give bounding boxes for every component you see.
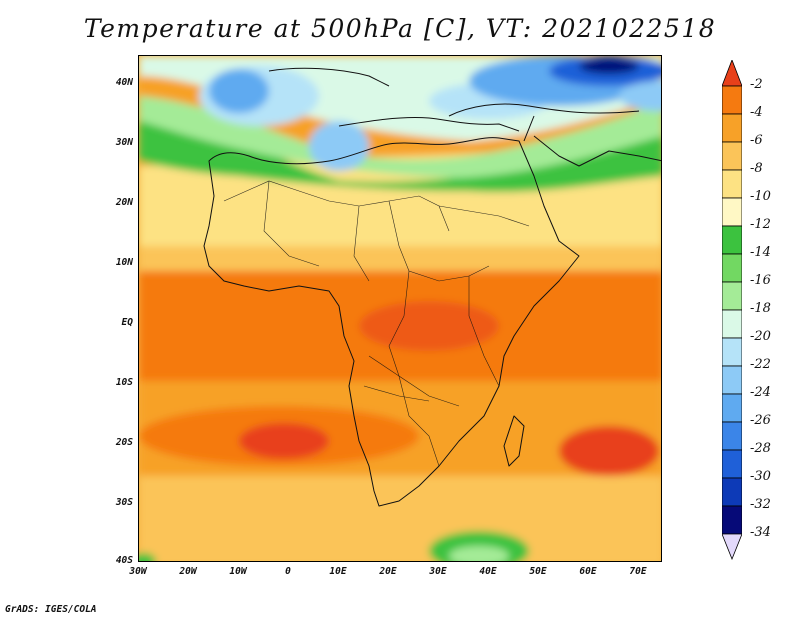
- colorbar-label: -6: [750, 133, 763, 148]
- lon-tick-20e: 20E: [379, 566, 397, 577]
- colorbar-label: -18: [750, 301, 771, 316]
- colorbar-label: -4: [750, 105, 763, 120]
- colorbar-segment: [722, 393, 742, 423]
- lon-tick-30w: 30W: [129, 566, 147, 577]
- colorbar-segment: [722, 253, 742, 283]
- colorbar-label: -24: [750, 385, 771, 400]
- lat-tick-10s: 10S: [115, 377, 133, 388]
- colorbar-label: -12: [750, 217, 771, 232]
- colorbar-segment: [722, 309, 742, 339]
- colorbar-segment: [722, 449, 742, 479]
- lat-tick-40s: 40S: [115, 555, 133, 566]
- lat-tick-10n: 10N: [115, 257, 133, 268]
- colorbar-bottom-arrow: [722, 533, 742, 560]
- colorbar-top-arrow: [722, 60, 742, 87]
- lon-tick-40e: 40E: [479, 566, 497, 577]
- lon-tick-70e: 70E: [629, 566, 647, 577]
- colorbar-segment: [722, 113, 742, 143]
- colorbar-label: -8: [750, 161, 763, 176]
- lon-tick-30e: 30E: [429, 566, 447, 577]
- colorbar-segment: [722, 197, 742, 227]
- colorbar-segment: [722, 169, 742, 199]
- colorbar-label: -10: [750, 189, 771, 204]
- colorbar-label: -14: [750, 245, 771, 260]
- lon-tick-10w: 10W: [229, 566, 247, 577]
- colorbar-segment: [722, 225, 742, 255]
- lat-tick-eq: EQ: [121, 317, 133, 328]
- credit-text: GrADS: IGES/COLA: [5, 604, 97, 615]
- lon-tick-60e: 60E: [579, 566, 597, 577]
- colorbar-label: -34: [750, 525, 771, 540]
- colorbar-label: -26: [750, 413, 771, 428]
- colorbar-segment: [722, 505, 742, 535]
- lon-tick-50e: 50E: [529, 566, 547, 577]
- colorbar-label: -16: [750, 273, 771, 288]
- colorbar-segment: [722, 365, 742, 395]
- colorbar-label: -2: [750, 77, 763, 92]
- colorbar-segment: [722, 141, 742, 171]
- lat-tick-20n: 20N: [115, 197, 133, 208]
- colorbar-segment: [722, 421, 742, 451]
- coastlines: [203, 67, 661, 507]
- colorbar-segment: [722, 477, 742, 507]
- lat-tick-20s: 20S: [115, 437, 133, 448]
- colorbar-segment: [722, 281, 742, 311]
- colorbar: [722, 60, 742, 560]
- lat-tick-30n: 30N: [115, 137, 133, 148]
- colorbar-label: -22: [750, 357, 771, 372]
- colorbar-segment: [722, 337, 742, 367]
- temperature-fill: [139, 56, 661, 561]
- map-title: Temperature at 500hPa [C], VT: 202102251…: [83, 14, 717, 43]
- colorbar-label: -32: [750, 497, 771, 512]
- lat-tick-40n: 40N: [115, 77, 133, 88]
- colorbar-label: -30: [750, 469, 771, 484]
- temperature-map: [138, 55, 662, 562]
- map-canvas: [139, 56, 661, 561]
- lon-tick-10e: 10E: [329, 566, 347, 577]
- colorbar-segment: [722, 85, 742, 115]
- colorbar-label: -20: [750, 329, 771, 344]
- colorbar-label: -28: [750, 441, 771, 456]
- lon-tick-20w: 20W: [179, 566, 197, 577]
- lon-tick-0: 0: [285, 566, 291, 577]
- lat-tick-30s: 30S: [115, 497, 133, 508]
- country-borders: [223, 180, 530, 467]
